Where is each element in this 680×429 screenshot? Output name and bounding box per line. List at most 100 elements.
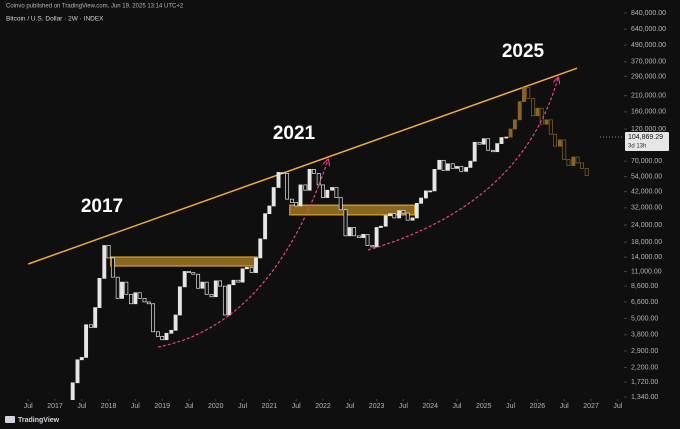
y-tick-label: 18,000.00 xyxy=(631,239,662,246)
x-tick-label: Jul xyxy=(131,403,140,410)
candle xyxy=(392,213,397,219)
candle xyxy=(146,301,151,305)
candle xyxy=(383,215,388,227)
candle xyxy=(316,173,321,186)
candle xyxy=(106,245,111,259)
candle xyxy=(347,227,352,237)
candle xyxy=(495,143,500,153)
candle xyxy=(133,292,138,305)
x-tick-label: 2017 xyxy=(47,403,63,410)
candle xyxy=(177,286,182,316)
candle xyxy=(566,159,571,166)
y-tick-label: 6,600.00 xyxy=(631,299,658,306)
candle xyxy=(553,133,558,147)
candle xyxy=(115,276,120,299)
candle xyxy=(512,119,517,130)
y-tick-label: 11,000.00 xyxy=(631,268,662,275)
y-tick-label: 8,600.00 xyxy=(631,283,658,290)
y-tick-label: 54,000.00 xyxy=(631,173,662,180)
candle xyxy=(200,281,205,289)
candle xyxy=(441,159,446,171)
candle xyxy=(356,235,361,239)
candle xyxy=(361,234,366,239)
y-tick-label: 290,000.00 xyxy=(631,73,666,80)
projection-arc xyxy=(367,78,558,251)
candle xyxy=(504,136,509,139)
candle xyxy=(557,139,562,147)
candle xyxy=(374,227,379,248)
candle xyxy=(535,107,540,117)
candle xyxy=(271,187,276,207)
candle xyxy=(213,280,218,298)
candle xyxy=(325,189,330,198)
candle xyxy=(472,141,477,162)
candle xyxy=(209,293,214,298)
candle xyxy=(129,293,134,305)
y-tick-label: 640,000.00 xyxy=(631,26,666,33)
y-tick-label: 160,000.00 xyxy=(631,109,666,116)
candle xyxy=(240,268,245,283)
y-tick-label: 840,000.00 xyxy=(631,10,666,17)
candle xyxy=(196,273,201,289)
candle xyxy=(311,169,316,174)
x-tick-label: 2024 xyxy=(422,403,438,410)
candle xyxy=(79,357,84,361)
candle xyxy=(244,266,249,270)
candle xyxy=(249,266,254,273)
candle xyxy=(151,303,156,333)
x-tick-label: Jul xyxy=(185,403,194,410)
candle xyxy=(84,324,89,358)
plot-area xyxy=(27,67,589,400)
candle xyxy=(334,187,339,198)
x-tick-label: 2021 xyxy=(262,403,278,410)
candle xyxy=(370,245,375,248)
candle xyxy=(445,163,450,171)
candle xyxy=(526,87,531,99)
candle xyxy=(160,336,165,341)
x-tick-label: 2020 xyxy=(208,403,224,410)
x-tick-label: 2019 xyxy=(154,403,170,410)
candle xyxy=(97,278,102,308)
candle xyxy=(137,292,142,299)
y-tick-label: 3,800.00 xyxy=(631,332,658,339)
symbol: Bitcoin / U.S. Dollar · 2W · INDEX xyxy=(6,16,104,23)
candle xyxy=(562,139,567,160)
candle xyxy=(93,307,98,328)
candle xyxy=(88,324,93,328)
y-tick-label: 1,720.00 xyxy=(631,379,658,386)
x-tick-label: Jul xyxy=(453,403,462,410)
price-value: 104,869.29 xyxy=(628,134,663,141)
logo-icon xyxy=(5,416,15,423)
candle xyxy=(490,149,495,153)
y-tick-label: 70,000.00 xyxy=(631,158,662,165)
y-tick-label: 32,000.00 xyxy=(631,205,662,212)
candle xyxy=(508,128,513,138)
x-tick-label: Jul xyxy=(238,403,247,410)
candle xyxy=(169,329,174,334)
candle xyxy=(120,281,124,299)
x-tick-label: 2022 xyxy=(315,403,331,410)
candle xyxy=(499,137,504,144)
candle xyxy=(468,160,473,168)
candle xyxy=(481,138,486,145)
x-tick-label: Jul xyxy=(560,403,569,410)
candle xyxy=(236,279,241,283)
candle xyxy=(414,202,419,219)
x-tick-label: 2025 xyxy=(476,403,492,410)
candle xyxy=(464,167,469,172)
candle xyxy=(352,227,357,237)
candle xyxy=(182,271,187,288)
candle xyxy=(405,212,410,221)
candle xyxy=(173,314,178,331)
candle xyxy=(388,213,392,217)
candle xyxy=(321,184,325,198)
candle xyxy=(330,187,335,191)
candle xyxy=(428,190,433,193)
candle xyxy=(289,198,294,203)
candle xyxy=(164,332,169,341)
candle xyxy=(70,382,75,400)
candle xyxy=(365,234,370,246)
candle xyxy=(187,271,191,273)
annotation: 2025 xyxy=(502,41,545,62)
candle xyxy=(191,272,196,275)
